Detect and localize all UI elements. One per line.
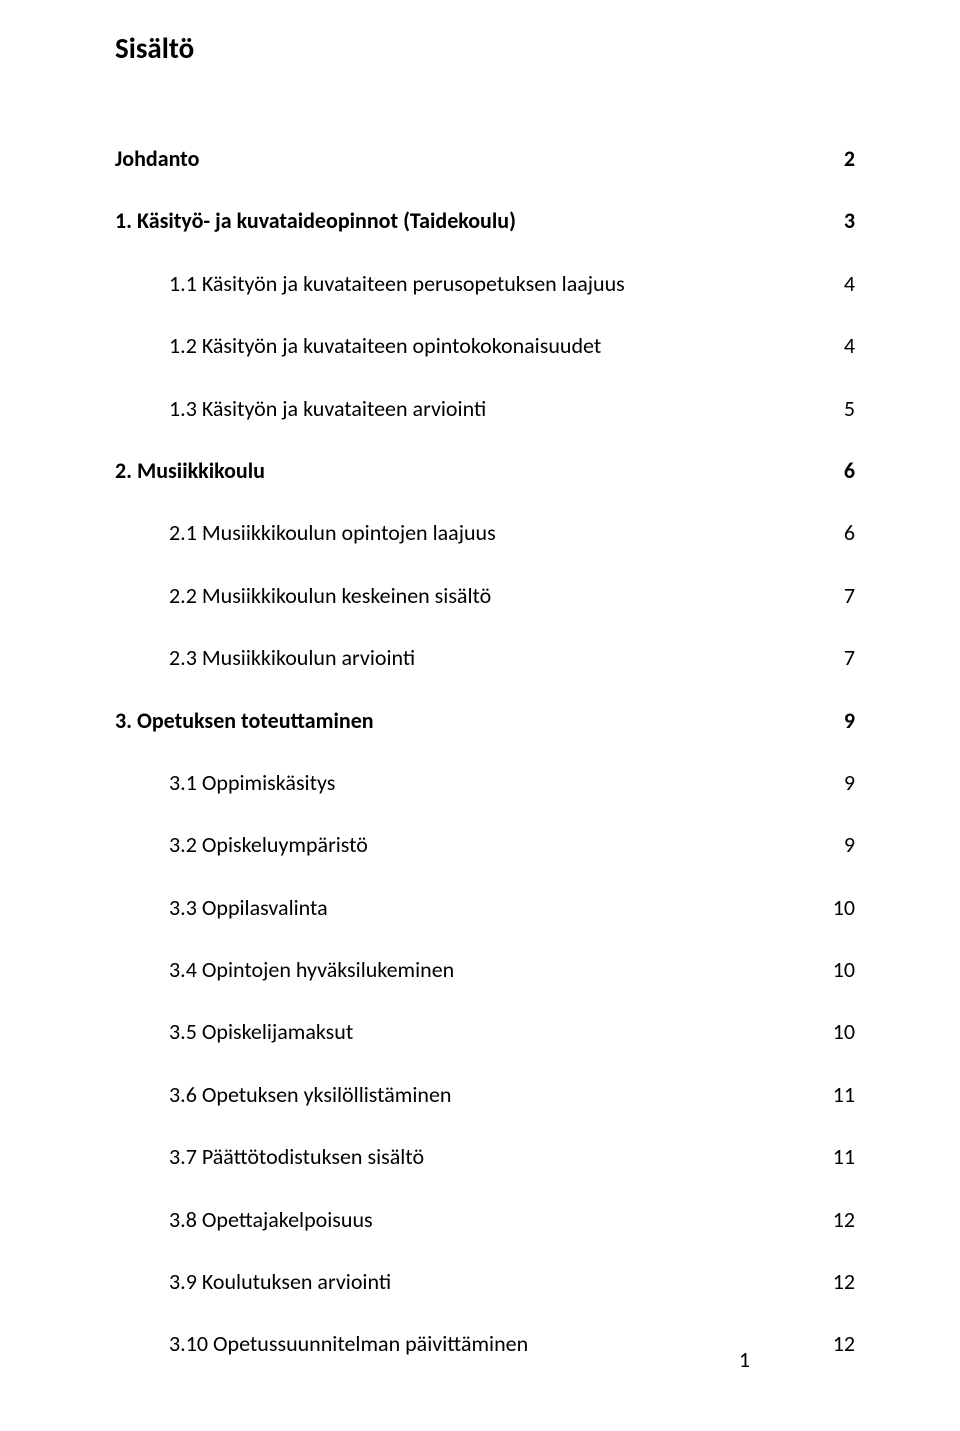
- toc-entry-page: 4: [824, 271, 855, 297]
- toc-entry: 2.1 Musiikkikoulun opintojen laajuus6: [115, 520, 855, 546]
- toc-entry: 1. Käsityö- ja kuvataideopinnot (Taideko…: [115, 208, 855, 234]
- toc-entry-page: 6: [824, 458, 855, 484]
- toc-entry-page: 12: [813, 1269, 855, 1295]
- toc-entry-page: 7: [824, 583, 855, 609]
- toc-entry: 1.2 Käsityön ja kuvataiteen opintokokona…: [115, 333, 855, 359]
- toc-entry-label: 3.4 Opintojen hyväksilukeminen: [169, 957, 813, 983]
- toc-entry-label: 3.5 Opiskelijamaksut: [169, 1019, 813, 1045]
- toc-entry-page: 4: [824, 333, 855, 359]
- toc-entry-label: 3.2 Opiskeluympäristö: [169, 832, 824, 858]
- toc-entry-page: 3: [824, 208, 855, 234]
- toc-entry-page: 9: [824, 708, 855, 734]
- toc-entry-label: 3.3 Oppilasvalinta: [169, 895, 813, 921]
- toc-entry-page: 12: [813, 1331, 855, 1357]
- toc-entry-page: 7: [824, 645, 855, 671]
- toc-entry: 1.3 Käsityön ja kuvataiteen arviointi5: [115, 396, 855, 422]
- toc-entry-label: 1. Käsityö- ja kuvataideopinnot (Taideko…: [115, 208, 824, 234]
- toc-entry: 3.8 Opettajakelpoisuus12: [115, 1207, 855, 1233]
- page: { "title": "Sisältö", "page_number": "1"…: [115, 30, 855, 1401]
- toc-entry-page: 6: [824, 520, 855, 546]
- toc-entry-label: 2.2 Musiikkikoulun keskeinen sisältö: [169, 583, 824, 609]
- toc-entry-page: 11: [813, 1144, 855, 1170]
- toc-entry-page: 10: [813, 957, 855, 983]
- toc-entry-label: 2.3 Musiikkikoulun arviointi: [169, 645, 824, 671]
- toc-entry-page: 11: [813, 1082, 855, 1108]
- toc-entry-label: 3.1 Oppimiskäsitys: [169, 770, 824, 796]
- toc-entry: 2.3 Musiikkikoulun arviointi7: [115, 645, 855, 671]
- toc-entry-label: 3.6 Opetuksen yksilöllistäminen: [169, 1082, 813, 1108]
- page-number: 1: [739, 1346, 750, 1373]
- toc-entry-page: 5: [824, 396, 855, 422]
- toc-entry-page: 10: [813, 1019, 855, 1045]
- toc-entry-label: 1.1 Käsityön ja kuvataiteen perusopetuks…: [169, 271, 824, 297]
- toc-entry: 3.2 Opiskeluympäristö9: [115, 832, 855, 858]
- toc-entry: 3. Opetuksen toteuttaminen9: [115, 708, 855, 734]
- toc-entry-page: 2: [824, 146, 855, 172]
- toc-entry-label: 3.7 Päättötodistuksen sisältö: [169, 1144, 813, 1170]
- toc-entry-label: 3.8 Opettajakelpoisuus: [169, 1207, 813, 1233]
- toc-entry: 3.9 Koulutuksen arviointi12: [115, 1269, 855, 1295]
- toc-entry-label: 3.10 Opetussuunnitelman päivittäminen: [169, 1331, 813, 1357]
- toc-entry-label: 2. Musiikkikoulu: [115, 458, 824, 484]
- toc-entry-page: 12: [813, 1207, 855, 1233]
- toc-entry: 2.2 Musiikkikoulun keskeinen sisältö7: [115, 583, 855, 609]
- toc-entry: 3.3 Oppilasvalinta10: [115, 895, 855, 921]
- toc-entry-label: 1.2 Käsityön ja kuvataiteen opintokokona…: [169, 333, 824, 359]
- toc-entry-page: 9: [824, 832, 855, 858]
- toc-entry: 3.1 Oppimiskäsitys9: [115, 770, 855, 796]
- toc-entry: 3.7 Päättötodistuksen sisältö11: [115, 1144, 855, 1170]
- toc-title: Sisältö: [115, 30, 855, 66]
- toc-entry: 3.4 Opintojen hyväksilukeminen10: [115, 957, 855, 983]
- toc-entry: 3.6 Opetuksen yksilöllistäminen11: [115, 1082, 855, 1108]
- toc-list: Johdanto2 1. Käsityö- ja kuvataideopinnot…: [115, 146, 855, 1358]
- toc-entry-page: 9: [824, 770, 855, 796]
- toc-entry-label: 2.1 Musiikkikoulun opintojen laajuus: [169, 520, 824, 546]
- toc-entry: Johdanto2: [115, 146, 855, 172]
- toc-entry-label: 1.3 Käsityön ja kuvataiteen arviointi: [169, 396, 824, 422]
- toc-entry: 2. Musiikkikoulu6: [115, 458, 855, 484]
- toc-entry: 3.5 Opiskelijamaksut10: [115, 1019, 855, 1045]
- toc-entry-label: Johdanto: [115, 146, 824, 172]
- toc-entry: 1.1 Käsityön ja kuvataiteen perusopetuks…: [115, 271, 855, 297]
- toc-entry-label: 3. Opetuksen toteuttaminen: [115, 708, 824, 734]
- toc-entry-page: 10: [813, 895, 855, 921]
- toc-entry-label: 3.9 Koulutuksen arviointi: [169, 1269, 813, 1295]
